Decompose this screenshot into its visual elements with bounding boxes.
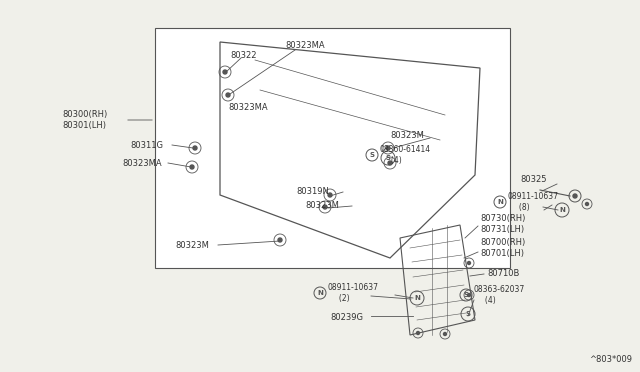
Text: 80323MA: 80323MA xyxy=(285,41,324,49)
Circle shape xyxy=(388,161,392,165)
Circle shape xyxy=(226,93,230,97)
Circle shape xyxy=(323,205,327,209)
Text: 80323MA: 80323MA xyxy=(228,103,268,112)
Circle shape xyxy=(586,202,589,205)
Text: 80700(RH)
80701(LH): 80700(RH) 80701(LH) xyxy=(480,238,525,258)
Circle shape xyxy=(278,238,282,242)
Circle shape xyxy=(467,262,470,264)
Text: 08360-61414
     (4): 08360-61414 (4) xyxy=(379,145,430,165)
Text: 80325: 80325 xyxy=(520,176,547,185)
Text: N: N xyxy=(414,295,420,301)
Text: S: S xyxy=(465,311,470,317)
Circle shape xyxy=(223,70,227,74)
Text: S: S xyxy=(385,155,390,161)
Text: 80311G: 80311G xyxy=(130,141,163,150)
Text: 80322: 80322 xyxy=(230,51,257,61)
Text: 80710B: 80710B xyxy=(487,269,520,279)
Text: 80323M: 80323M xyxy=(305,201,339,209)
Text: ^803*009: ^803*009 xyxy=(589,355,632,364)
Text: 80323M: 80323M xyxy=(390,131,424,141)
Text: S: S xyxy=(369,152,374,158)
Text: 80730(RH)
80731(LH): 80730(RH) 80731(LH) xyxy=(480,214,525,234)
Text: N: N xyxy=(497,199,503,205)
Text: 80300(RH)
80301(LH): 80300(RH) 80301(LH) xyxy=(62,110,108,130)
Circle shape xyxy=(193,146,197,150)
Circle shape xyxy=(328,193,332,197)
Circle shape xyxy=(190,165,194,169)
Circle shape xyxy=(467,294,470,296)
Text: 08363-62037
     (4): 08363-62037 (4) xyxy=(473,285,524,305)
Text: S: S xyxy=(463,292,468,298)
Circle shape xyxy=(417,331,419,334)
Text: 80323MA: 80323MA xyxy=(122,158,162,167)
Text: 08911-10637
     (2): 08911-10637 (2) xyxy=(327,283,378,303)
Bar xyxy=(155,28,510,268)
Text: 80323M: 80323M xyxy=(175,241,209,250)
Circle shape xyxy=(386,146,390,150)
Text: 80239G: 80239G xyxy=(330,314,363,323)
Text: 80319N: 80319N xyxy=(296,187,329,196)
Text: N: N xyxy=(559,207,565,213)
Text: 08911-10637
     (8): 08911-10637 (8) xyxy=(507,192,558,212)
Text: N: N xyxy=(317,290,323,296)
Circle shape xyxy=(573,194,577,198)
Circle shape xyxy=(444,333,447,336)
